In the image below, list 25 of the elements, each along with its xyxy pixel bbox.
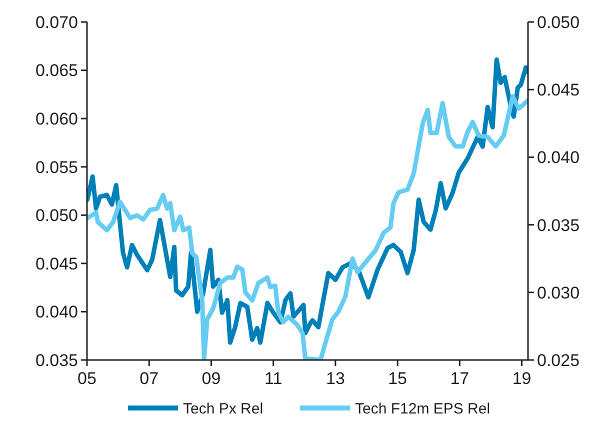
y2-tick-label: 0.035 (537, 216, 580, 235)
y2-tick-label: 0.040 (537, 148, 580, 168)
y-tick-label: 0.035 (35, 350, 78, 370)
x-tick-label: 05 (78, 369, 96, 388)
line-series (87, 57, 528, 345)
legend-label: Tech Px Rel (183, 400, 264, 418)
y-tick-label: 0.045 (35, 254, 78, 274)
x-tick-label: 09 (202, 369, 221, 388)
x-tick-label: 17 (450, 369, 470, 388)
y2-tick-label: 0.045 (537, 80, 580, 100)
y-tick-label: 0.050 (35, 206, 78, 226)
legend-label: Tech F12m EPS Rel (355, 400, 490, 418)
x-tick-label: 11 (264, 369, 282, 388)
x-tick-label: 07 (140, 369, 159, 388)
y-tick-label: 0.060 (35, 110, 78, 129)
y-tick-label: 0.070 (35, 12, 78, 32)
y2-tick-label: 0.025 (537, 350, 580, 370)
x-tick-label: 19 (512, 369, 532, 388)
y-tick-label: 0.055 (35, 158, 78, 177)
y-tick-label: 0.065 (35, 61, 78, 80)
y2-tick-label: 0.030 (537, 283, 580, 302)
x-tick-label: 13 (326, 369, 345, 388)
x-tick-label: 15 (388, 369, 408, 388)
y2-tick-label: 0.050 (537, 12, 580, 32)
y-tick-label: 0.040 (35, 302, 78, 322)
